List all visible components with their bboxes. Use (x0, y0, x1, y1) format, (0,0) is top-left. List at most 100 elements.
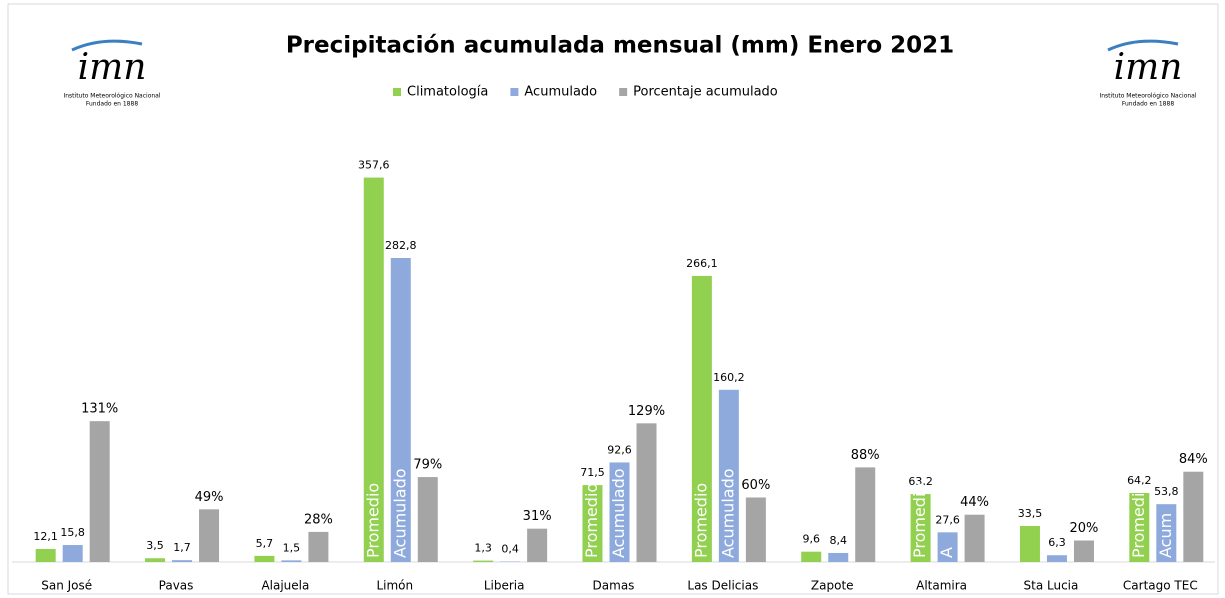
bar (254, 555, 275, 562)
bar-inner-label: Acumulado (609, 468, 628, 558)
bar (89, 421, 110, 562)
value-label: 20% (1070, 521, 1099, 536)
x-tick-label: Altamira (916, 579, 967, 593)
value-label: 1,7 (173, 541, 191, 554)
logo-swoosh (71, 39, 143, 52)
value-label: 31% (523, 509, 552, 524)
bar (1019, 525, 1040, 562)
value-label: 9,6 (802, 533, 820, 546)
value-label: 5,7 (256, 537, 274, 550)
x-tick-label: Alajuela (261, 579, 309, 593)
bar (62, 545, 83, 562)
value-label: 266,1 (686, 257, 718, 270)
x-tick-label: Liberia (484, 579, 525, 593)
legend-label: Acumulado (524, 85, 597, 100)
value-label: 160,2 (713, 371, 745, 384)
value-label: 15,8 (60, 526, 85, 539)
value-label: 92,6 (607, 443, 632, 456)
bar (308, 531, 329, 562)
value-label: 357,6 (358, 159, 390, 172)
value-label: 1,3 (474, 542, 492, 555)
legend-label: Porcentaje acumulado (633, 85, 778, 100)
value-label: 0,4 (501, 543, 519, 556)
value-label: 27,6 (935, 513, 960, 526)
bar-inner-label: Acumulado (390, 468, 409, 558)
value-label: 129% (628, 404, 665, 419)
bar (855, 467, 876, 562)
logo-line2: Fundado en 1888 (1122, 101, 1174, 108)
logo-left: imn Instituto Meteorológico NacionalFunda… (63, 39, 161, 108)
logo-line1: Instituto Meteorológico Nacional (63, 93, 160, 100)
bar-inner-label: Promedio (910, 483, 929, 558)
x-tick-label: Damas (593, 579, 635, 593)
value-label: 1,5 (283, 541, 301, 554)
bar (199, 509, 220, 562)
bar (718, 389, 739, 562)
value-label: 131% (81, 402, 118, 417)
value-label: 63,2 (908, 475, 933, 488)
legend-label: Climatología (407, 85, 488, 100)
x-tick-label: Limón (376, 579, 413, 593)
bar-inner-label: Promedio (1129, 483, 1148, 558)
x-tick-label: Las Delicias (687, 579, 758, 593)
bar-inner-label: Acum (1156, 513, 1175, 558)
logo-line1: Instituto Meteorológico Nacional (1099, 93, 1196, 100)
bar (1156, 504, 1177, 562)
bar (745, 497, 766, 562)
value-label: 282,8 (385, 239, 417, 252)
value-label: 71,5 (580, 466, 605, 479)
x-tick-label: Zapote (811, 579, 854, 593)
legend-swatch (619, 88, 628, 96)
value-label: 8,4 (829, 534, 847, 547)
value-label: 84% (1179, 452, 1208, 467)
bar (1129, 492, 1150, 562)
logo-mark: imn (1114, 47, 1183, 88)
x-tick-label: Cartago TEC (1123, 579, 1198, 593)
bar (172, 560, 193, 562)
value-label: 6,3 (1048, 536, 1066, 549)
bar (937, 532, 958, 562)
x-tick-label: Sta Lucia (1024, 579, 1079, 593)
chart-title: Precipitación acumulada mensual (mm) Ene… (286, 33, 954, 59)
value-label: 49% (195, 490, 224, 505)
bar (964, 514, 985, 562)
value-label: 12,1 (33, 530, 58, 543)
bar (691, 275, 712, 562)
value-label: 53,8 (1154, 485, 1179, 498)
logo-swoosh (1107, 39, 1179, 52)
bar (281, 560, 302, 562)
bar (1183, 471, 1204, 562)
value-label: 28% (304, 512, 333, 527)
x-tick-label: Pavas (159, 579, 194, 593)
value-label: 60% (741, 478, 770, 493)
value-label: 3,5 (146, 539, 164, 552)
bar (417, 477, 438, 562)
legend-swatch (510, 88, 519, 96)
bar-inner-label: Promedio (691, 483, 710, 558)
bar-inner-label: Acumulado (718, 468, 737, 558)
bar-inner-label: Promedio (582, 483, 601, 558)
legend-swatch (393, 88, 401, 96)
logo-right: imn Instituto Meteorológico NacionalFunda… (1099, 39, 1197, 108)
bar-inner-label: Promedio (363, 483, 382, 558)
bar (390, 257, 411, 562)
bar (35, 548, 56, 562)
bar (636, 423, 657, 562)
x-tick-label: San José (41, 579, 92, 593)
bar-inner-label: A (937, 547, 956, 558)
bar (473, 560, 494, 562)
bar (1046, 555, 1067, 562)
bar (828, 552, 849, 562)
bar (363, 177, 384, 562)
bar (527, 528, 548, 562)
value-label: 44% (960, 495, 989, 510)
value-label: 88% (851, 448, 880, 463)
bar (609, 462, 630, 562)
bar (145, 558, 166, 562)
bar (801, 551, 822, 562)
value-label: 79% (413, 458, 442, 473)
bar (1073, 540, 1094, 562)
logo-mark: imn (78, 47, 147, 88)
bar (910, 494, 931, 562)
